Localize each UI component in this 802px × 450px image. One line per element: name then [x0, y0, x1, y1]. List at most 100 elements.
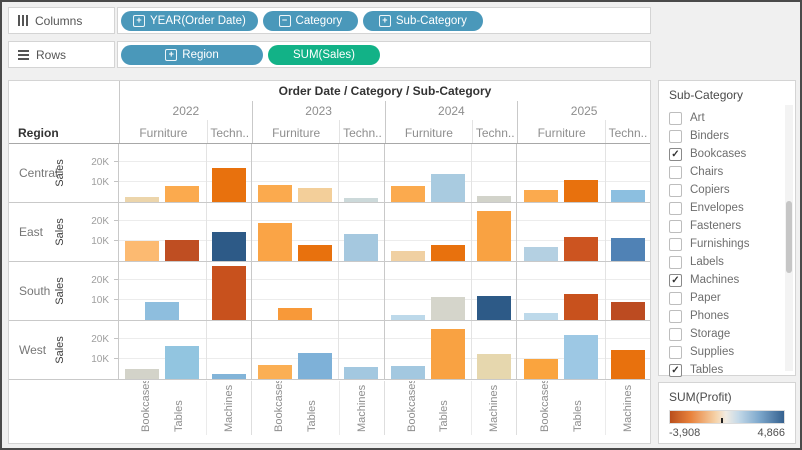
bar-west-2025-bookcases[interactable]: [524, 359, 558, 379]
bar-east-2024-tables[interactable]: [431, 245, 465, 261]
cat-header-technology[interactable]: Techn..: [473, 120, 517, 143]
filter-checkbox-tables[interactable]: ✓: [669, 364, 682, 377]
bar-west-2024-tables[interactable]: [431, 329, 465, 379]
bar-east-2022-bookcases[interactable]: [125, 241, 159, 261]
x-label-tables[interactable]: Tables: [572, 381, 584, 435]
bar-east-2022-machines[interactable]: [212, 232, 246, 261]
bar-east-2023-tables[interactable]: [298, 245, 332, 261]
filter-checkbox-labels[interactable]: [669, 256, 682, 269]
filter-item-furnishings[interactable]: Furnishings: [669, 235, 795, 253]
bar-west-2025-machines[interactable]: [611, 350, 645, 379]
bar-south-2023-tables[interactable]: [278, 308, 312, 320]
bar-central-2024-tables[interactable]: [431, 174, 465, 202]
bar-central-2023-bookcases[interactable]: [258, 185, 292, 202]
cat-header-technology[interactable]: Techn..: [606, 120, 650, 143]
x-label-machines[interactable]: Machines: [622, 381, 634, 435]
rows-shelf[interactable]: +RegionSUM(Sales): [117, 41, 651, 68]
filter-item-paper[interactable]: Paper: [669, 289, 795, 307]
x-label-bookcases[interactable]: Bookcases: [140, 381, 152, 435]
bar-central-2023-tables[interactable]: [298, 188, 332, 202]
bar-east-2025-machines[interactable]: [611, 238, 645, 261]
pill-sub-category[interactable]: +Sub-Category: [363, 11, 483, 31]
bar-west-2022-tables[interactable]: [165, 346, 199, 379]
year-header-2025[interactable]: 2025: [517, 101, 650, 120]
filter-item-chairs[interactable]: Chairs: [669, 163, 795, 181]
filter-item-envelopes[interactable]: Envelopes: [669, 199, 795, 217]
filter-checkbox-fasteners[interactable]: [669, 220, 682, 233]
x-label-bookcases[interactable]: Bookcases: [406, 381, 418, 435]
x-label-tables[interactable]: Tables: [173, 381, 185, 435]
x-label-machines[interactable]: Machines: [356, 381, 368, 435]
bar-west-2023-machines[interactable]: [344, 367, 378, 379]
year-header-2023[interactable]: 2023: [252, 101, 385, 120]
cat-header-technology[interactable]: Techn..: [340, 120, 384, 143]
bar-east-2023-machines[interactable]: [344, 234, 378, 261]
cat-header-furniture[interactable]: Furniture: [253, 120, 341, 143]
filter-item-labels[interactable]: Labels: [669, 253, 795, 271]
filter-checkbox-storage[interactable]: [669, 328, 682, 341]
pill-region[interactable]: +Region: [121, 45, 263, 65]
bar-west-2022-bookcases[interactable]: [125, 369, 159, 379]
filter-checkbox-supplies[interactable]: [669, 346, 682, 359]
x-label-tables[interactable]: Tables: [306, 381, 318, 435]
filter-scrollbar[interactable]: [785, 105, 793, 371]
bar-south-2022-tables[interactable]: [145, 302, 179, 320]
filter-item-binders[interactable]: Binders: [669, 127, 795, 145]
bar-west-2025-tables[interactable]: [564, 335, 598, 379]
bar-central-2022-machines[interactable]: [212, 168, 246, 202]
year-header-2022[interactable]: 2022: [119, 101, 252, 120]
bar-west-2024-bookcases[interactable]: [391, 366, 425, 379]
bar-east-2025-tables[interactable]: [564, 237, 598, 261]
filter-item-fasteners[interactable]: Fasteners: [669, 217, 795, 235]
cat-header-furniture[interactable]: Furniture: [120, 120, 208, 143]
filter-checkbox-bookcases[interactable]: ✓: [669, 148, 682, 161]
bar-south-2024-bookcases[interactable]: [391, 315, 425, 320]
region-label[interactable]: West: [19, 343, 46, 357]
filter-item-phones[interactable]: Phones: [669, 307, 795, 325]
bar-central-2025-machines[interactable]: [611, 190, 645, 202]
cat-header-technology[interactable]: Techn..: [208, 120, 252, 143]
bar-west-2023-bookcases[interactable]: [258, 365, 292, 379]
bar-west-2023-tables[interactable]: [298, 353, 332, 379]
bar-central-2024-bookcases[interactable]: [391, 186, 425, 202]
profit-gradient[interactable]: [669, 410, 785, 424]
region-label[interactable]: South: [19, 284, 50, 298]
bar-central-2025-tables[interactable]: [564, 180, 598, 202]
bar-south-2022-machines[interactable]: [212, 266, 246, 320]
minus-box-icon[interactable]: −: [279, 15, 291, 27]
pill-year-order-date[interactable]: +YEAR(Order Date): [121, 11, 258, 31]
bar-east-2025-bookcases[interactable]: [524, 247, 558, 261]
filter-checkbox-art[interactable]: [669, 112, 682, 125]
bar-east-2023-bookcases[interactable]: [258, 223, 292, 261]
region-label[interactable]: Central: [19, 166, 58, 180]
bar-south-2025-machines[interactable]: [611, 302, 645, 320]
bar-west-2022-machines[interactable]: [212, 374, 246, 379]
columns-shelf[interactable]: +YEAR(Order Date)−Category+Sub-Category: [117, 7, 651, 34]
cat-header-furniture[interactable]: Furniture: [386, 120, 474, 143]
filter-checkbox-machines[interactable]: ✓: [669, 274, 682, 287]
x-label-bookcases[interactable]: Bookcases: [539, 381, 551, 435]
filter-item-art[interactable]: Art: [669, 109, 795, 127]
bar-south-2025-bookcases[interactable]: [524, 313, 558, 320]
pill-sum-sales[interactable]: SUM(Sales): [268, 45, 380, 65]
region-label[interactable]: East: [19, 225, 43, 239]
bar-south-2025-tables[interactable]: [564, 294, 598, 320]
filter-checkbox-copiers[interactable]: [669, 184, 682, 197]
x-label-bookcases[interactable]: Bookcases: [273, 381, 285, 435]
bar-central-2022-bookcases[interactable]: [125, 197, 159, 202]
pill-category[interactable]: −Category: [263, 11, 358, 31]
bar-central-2025-bookcases[interactable]: [524, 190, 558, 202]
plus-box-icon[interactable]: +: [379, 15, 391, 27]
filter-checkbox-binders[interactable]: [669, 130, 682, 143]
x-label-machines[interactable]: Machines: [488, 381, 500, 435]
filter-checkbox-chairs[interactable]: [669, 166, 682, 179]
filter-item-bookcases[interactable]: ✓Bookcases: [669, 145, 795, 163]
bar-east-2024-bookcases[interactable]: [391, 251, 425, 261]
bar-central-2023-machines[interactable]: [344, 198, 378, 202]
filter-checkbox-phones[interactable]: [669, 310, 682, 323]
filter-item-copiers[interactable]: Copiers: [669, 181, 795, 199]
filter-item-machines[interactable]: ✓Machines: [669, 271, 795, 289]
bar-south-2024-tables[interactable]: [431, 297, 465, 320]
bar-central-2022-tables[interactable]: [165, 186, 199, 202]
filter-item-supplies[interactable]: Supplies: [669, 343, 795, 361]
